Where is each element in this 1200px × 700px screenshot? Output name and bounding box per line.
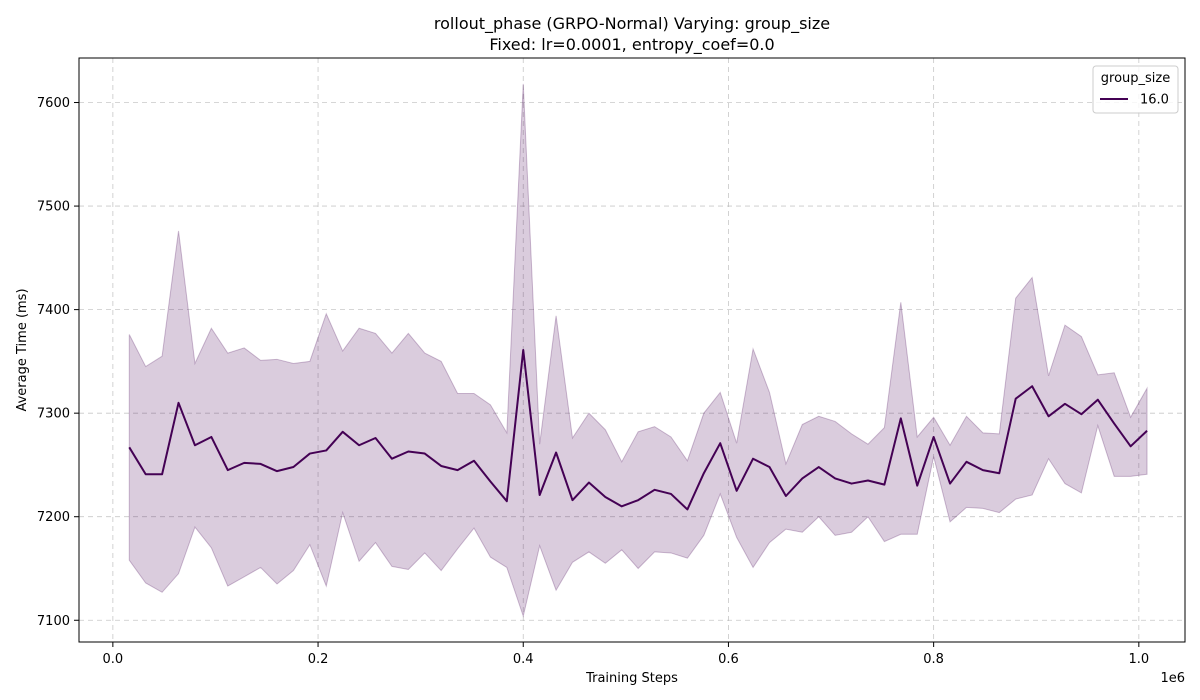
- x-tick-label: 0.4: [513, 652, 534, 667]
- y-tick-label: 7400: [37, 303, 70, 318]
- x-tick-label: 0.8: [923, 652, 944, 667]
- y-axis: 7100 7200 7300 7400 7500 7600: [37, 96, 79, 629]
- y-tick-label: 7200: [37, 510, 70, 525]
- legend-title: group_size: [1101, 71, 1170, 86]
- y-tick-label: 7500: [37, 200, 70, 215]
- y-tick-label: 7600: [37, 96, 70, 111]
- confidence-band-area: [128, 83, 1148, 618]
- grid: [79, 58, 1185, 642]
- y-axis-label: Average Time (ms): [15, 288, 30, 411]
- y-tick-label: 7300: [37, 407, 70, 422]
- y-tick-label: 7100: [37, 614, 70, 629]
- series-line-path: [128, 349, 1148, 511]
- chart-subtitle: Fixed: lr=0.0001, entropy_coef=0.0: [489, 35, 774, 55]
- x-tick-label: 1.0: [1128, 652, 1149, 667]
- x-axis-label: Training Steps: [585, 671, 678, 686]
- x-scale-label: 1e6: [1160, 671, 1185, 686]
- x-tick-label: 0.2: [308, 652, 329, 667]
- x-axis: 0.0 0.2 0.4 0.6 0.8 1.0: [103, 642, 1149, 667]
- legend-box: [1092, 65, 1179, 114]
- confidence-band: [128, 83, 1148, 618]
- legend: group_size 16.0: [1092, 65, 1179, 114]
- legend-item-label: 16.0: [1140, 93, 1169, 108]
- x-tick-label: 0.0: [103, 652, 124, 667]
- x-tick-label: 0.6: [718, 652, 739, 667]
- chart-title: rollout_phase (GRPO-Normal) Varying: gro…: [434, 14, 830, 34]
- plot-frame: [78, 57, 1186, 643]
- series-line: [128, 349, 1148, 511]
